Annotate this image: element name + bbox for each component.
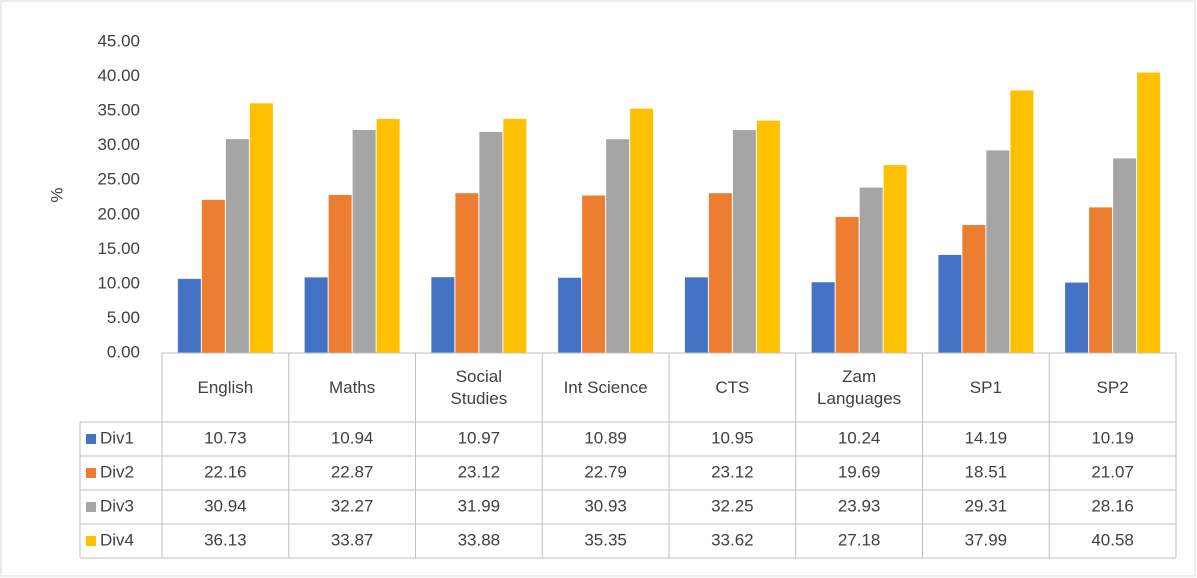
legend-label: Div2 (100, 462, 134, 481)
legend-swatch (86, 502, 96, 512)
table-value: 23.12 (458, 462, 501, 481)
bar (479, 131, 503, 353)
bar (455, 193, 479, 353)
table-value: 33.88 (458, 530, 501, 549)
table-value: 32.25 (711, 496, 754, 515)
table-value: 10.73 (204, 428, 247, 447)
y-tick-label: 5.00 (107, 308, 140, 327)
table-value: 31.99 (458, 496, 501, 515)
bar (684, 277, 708, 353)
table-value: 40.58 (1091, 530, 1134, 549)
bar (376, 118, 400, 353)
table-value: 18.51 (965, 462, 1008, 481)
table-value: 28.16 (1091, 496, 1134, 515)
table-value: 23.12 (711, 462, 754, 481)
category-label: English (197, 377, 254, 397)
bar (1089, 207, 1113, 353)
y-tick-label: 0.00 (107, 342, 140, 361)
table-value: 33.62 (711, 530, 754, 549)
table-value: 30.93 (584, 496, 627, 515)
table-value: 36.13 (204, 530, 247, 549)
y-axis-label: % (47, 187, 66, 202)
bar (883, 165, 907, 353)
table-value: 10.95 (711, 428, 754, 447)
bar (177, 278, 201, 353)
bar (582, 195, 606, 353)
bar (630, 108, 654, 353)
category-label: Social Studies (450, 366, 508, 408)
bar (835, 216, 859, 353)
bar (732, 130, 756, 353)
table-value: 22.87 (331, 462, 374, 481)
bar (225, 139, 249, 353)
bar (431, 277, 455, 353)
bar (986, 150, 1010, 353)
legend-swatch (86, 468, 96, 478)
table-value: 22.79 (584, 462, 627, 481)
category-label: SP1 (969, 377, 1002, 397)
table-value: 21.07 (1091, 462, 1134, 481)
y-tick-label: 40.00 (97, 66, 140, 85)
table-value: 37.99 (965, 530, 1008, 549)
bar (503, 118, 527, 353)
category-label: SP2 (1096, 377, 1129, 397)
legend-swatch (86, 434, 96, 444)
bar (201, 199, 225, 353)
bar (756, 120, 780, 354)
bar (1065, 282, 1089, 353)
bar (352, 129, 376, 353)
y-tick-label: 20.00 (97, 204, 140, 223)
bar (328, 194, 352, 353)
y-tick-label: 25.00 (97, 170, 140, 189)
y-tick-label: 15.00 (97, 239, 140, 258)
category-label: Zam Languages (817, 366, 902, 408)
table-value: 32.27 (331, 496, 374, 515)
bar (1010, 90, 1034, 353)
y-tick-label: 35.00 (97, 101, 140, 120)
bar (811, 282, 835, 353)
bar (249, 103, 273, 354)
bar (708, 193, 732, 353)
bar (962, 225, 986, 353)
category-label: CTS (715, 377, 750, 397)
legend-label: Div4 (100, 530, 134, 549)
legend-label: Div3 (100, 496, 134, 515)
bar (859, 187, 883, 353)
table-value: 10.24 (838, 428, 881, 447)
table-value: 35.35 (584, 530, 627, 549)
table-value: 10.89 (584, 428, 627, 447)
bar (938, 254, 962, 353)
bar (1113, 158, 1137, 353)
table-value: 22.16 (204, 462, 247, 481)
table-value: 23.93 (838, 496, 881, 515)
bar (1137, 72, 1161, 353)
bar (606, 139, 630, 353)
category-label: Int Science (563, 377, 648, 397)
legend-swatch (86, 536, 96, 546)
category-label: Maths (328, 377, 376, 397)
table-value: 29.31 (965, 496, 1008, 515)
table-value: 33.87 (331, 530, 374, 549)
table-value: 30.94 (204, 496, 247, 515)
bar (558, 277, 582, 353)
table-value: 14.19 (965, 428, 1008, 447)
legend-label: Div1 (100, 428, 134, 447)
table-value: 19.69 (838, 462, 881, 481)
table-value: 10.19 (1091, 428, 1134, 447)
y-tick-label: 45.00 (97, 31, 140, 50)
y-tick-label: 30.00 (97, 135, 140, 154)
table-value: 27.18 (838, 530, 881, 549)
y-tick-label: 10.00 (97, 273, 140, 292)
table-value: 10.97 (458, 428, 501, 447)
bar (304, 277, 328, 353)
table-value: 10.94 (331, 428, 374, 447)
